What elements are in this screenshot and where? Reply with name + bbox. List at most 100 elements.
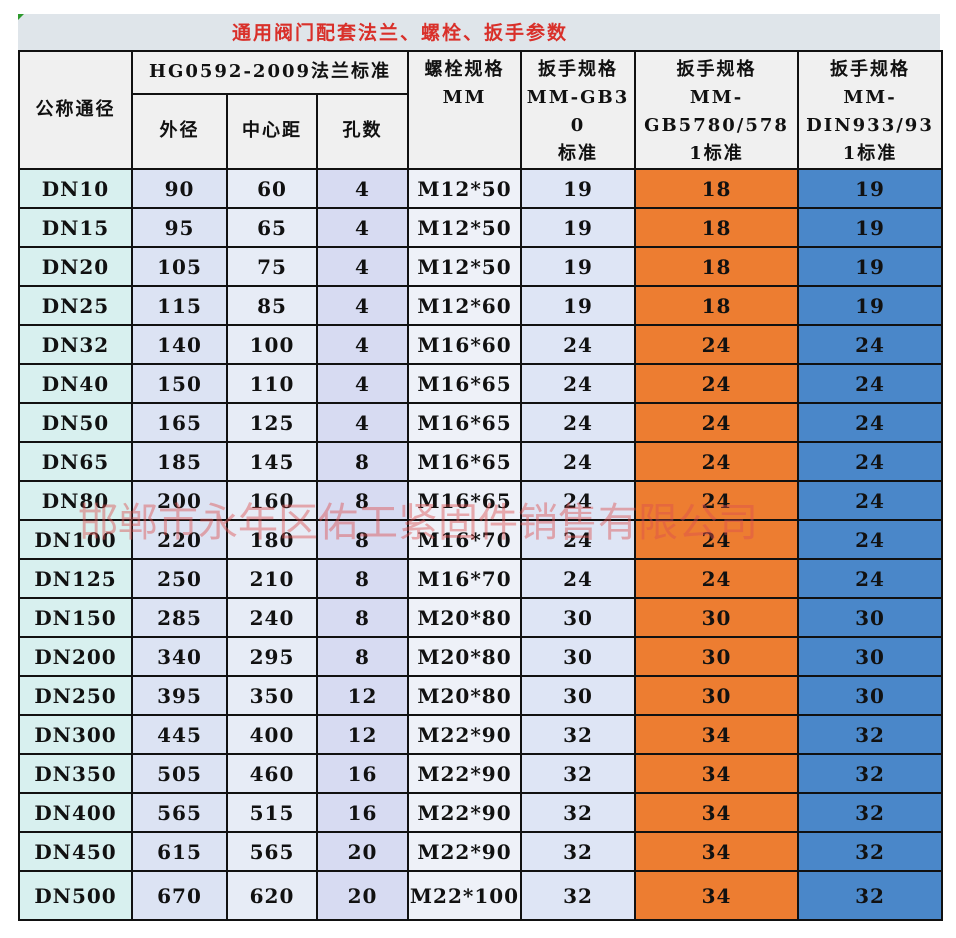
table-cell: 85 — [226, 285, 318, 326]
table-row: DN80 200 160 8 M16*65 24 24 24 — [18, 480, 944, 521]
header-line: 螺栓规格 — [424, 59, 505, 80]
table-cell: 32 — [520, 753, 637, 794]
table-cell: M16*70 — [407, 558, 523, 599]
table-cell: DN400 — [18, 792, 133, 833]
table-cell: 24 — [520, 441, 637, 482]
spec-table: 公称通径 HG0592-2009法兰标准 螺栓规格 MM 扳手规格 MM-GB30 标… — [18, 50, 944, 921]
table-cell: DN450 — [18, 831, 133, 872]
table-cell: 340 — [131, 636, 228, 677]
header-cell: 扳手规格 MM- GB5780/578 1标准 — [634, 50, 800, 170]
table-cell: M12*60 — [407, 285, 523, 326]
table-cell: 24 — [634, 480, 800, 521]
header-line: MM — [442, 87, 487, 108]
header-line: MM-GB30 — [526, 87, 630, 136]
table-cell: 250 — [131, 558, 228, 599]
table-cell: 4 — [315, 285, 410, 326]
table-row: DN200 340 295 8 M20*80 30 30 30 — [18, 636, 944, 677]
table-row: DN250 395 350 12 M20*80 30 30 30 — [18, 675, 944, 716]
table-cell: M22*90 — [407, 714, 523, 755]
table-cell: 445 — [131, 714, 228, 755]
table-row: DN450 615 565 20 M22*90 32 34 32 — [18, 831, 944, 872]
table-cell: 24 — [797, 324, 944, 365]
table-cell: M20*80 — [407, 675, 523, 716]
table-cell: 105 — [131, 246, 228, 287]
table-cell: 20 — [315, 831, 410, 872]
table-cell: 18 — [634, 207, 800, 248]
table-cell: 460 — [226, 753, 318, 794]
table-cell: 16 — [315, 792, 410, 833]
table-cell: 24 — [520, 402, 637, 443]
table-row: DN400 565 515 16 M22*90 32 34 32 — [18, 792, 944, 833]
table-cell: 19 — [520, 285, 637, 326]
table-cell: 4 — [315, 207, 410, 248]
table-cell: 24 — [634, 402, 800, 443]
table-cell: DN10 — [18, 168, 133, 209]
table-cell: 32 — [520, 870, 637, 921]
table-row: DN350 505 460 16 M22*90 32 34 32 — [18, 753, 944, 794]
table-cell: 8 — [315, 480, 410, 521]
table-cell: 24 — [797, 480, 944, 521]
table-cell: 30 — [520, 597, 637, 638]
table-cell: 24 — [634, 363, 800, 404]
table-cell: 30 — [634, 597, 800, 638]
table-row: DN150 285 240 8 M20*80 30 30 30 — [18, 597, 944, 638]
table-cell: M12*50 — [407, 168, 523, 209]
table-cell: M16*65 — [407, 402, 523, 443]
table-cell: 24 — [797, 441, 944, 482]
table-cell: 8 — [315, 597, 410, 638]
table-cell: 4 — [315, 246, 410, 287]
table-cell: 24 — [520, 519, 637, 560]
table-cell: 160 — [226, 480, 318, 521]
table-cell: 670 — [131, 870, 228, 921]
table-cell: 19 — [520, 246, 637, 287]
header-line: 扳手规格 — [538, 59, 619, 80]
table-cell: DN20 — [18, 246, 133, 287]
table-cell: 95 — [131, 207, 228, 248]
table-body: DN10 90 60 4 M12*50 19 18 19 DN15 95 65 4 M12*50 19 18… — [18, 168, 944, 921]
table-cell: 30 — [520, 636, 637, 677]
table-cell: 24 — [634, 519, 800, 560]
table-row: DN15 95 65 4 M12*50 19 18 19 — [18, 207, 944, 248]
table-cell: 620 — [226, 870, 318, 921]
header-cell: 螺栓规格 MM — [407, 50, 523, 170]
table-cell: 32 — [520, 714, 637, 755]
table-cell: M16*65 — [407, 363, 523, 404]
table-cell: 125 — [226, 402, 318, 443]
table-cell: 240 — [226, 597, 318, 638]
table-cell: 24 — [520, 558, 637, 599]
table-cell: 19 — [797, 207, 944, 248]
table-cell: M22*90 — [407, 792, 523, 833]
table-cell: 90 — [131, 168, 228, 209]
table-cell: 395 — [131, 675, 228, 716]
table-cell: 24 — [634, 324, 800, 365]
header-cell: 扳手规格 MM- DIN933/93 1标准 — [797, 50, 944, 170]
table-cell: 16 — [315, 753, 410, 794]
table-cell: 18 — [634, 285, 800, 326]
table-cell: 150 — [131, 363, 228, 404]
table-cell: M20*80 — [407, 636, 523, 677]
table-cell: 75 — [226, 246, 318, 287]
table-cell: DN500 — [18, 870, 133, 921]
header-line: MM- — [689, 87, 744, 108]
table-cell: 24 — [797, 402, 944, 443]
table-cell: 12 — [315, 675, 410, 716]
table-row: DN20 105 75 4 M12*50 19 18 19 — [18, 246, 944, 287]
table-row: DN500 670 620 20 M22*100 32 34 32 — [18, 870, 944, 921]
table-row: DN25 115 85 4 M12*60 19 18 19 — [18, 285, 944, 326]
table-cell: 19 — [520, 207, 637, 248]
table-row: DN125 250 210 8 M16*70 24 24 24 — [18, 558, 944, 599]
table-cell: 295 — [226, 636, 318, 677]
table-cell: 30 — [797, 675, 944, 716]
table-cell: 32 — [797, 792, 944, 833]
table-cell: 8 — [315, 441, 410, 482]
table-cell: 100 — [226, 324, 318, 365]
table-cell: 565 — [226, 831, 318, 872]
table-cell: 18 — [634, 246, 800, 287]
table-cell: 60 — [226, 168, 318, 209]
table-cell: DN100 — [18, 519, 133, 560]
table-cell: DN300 — [18, 714, 133, 755]
table-cell: 165 — [131, 402, 228, 443]
table-cell: 12 — [315, 714, 410, 755]
corner-mark — [18, 14, 24, 20]
